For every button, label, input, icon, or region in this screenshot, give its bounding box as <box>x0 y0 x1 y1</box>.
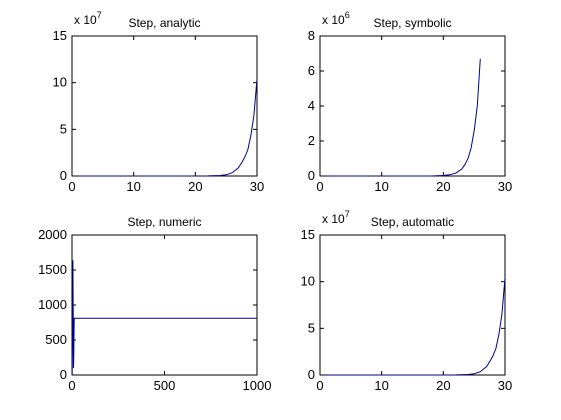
series-line <box>326 277 506 376</box>
subplot-symbolic: Step, symbolic x 106 0 10 20 30 0 2 4 6 8 <box>308 10 512 194</box>
y-tick-label: 2 <box>308 133 315 148</box>
subplot-title: Step, analytic <box>128 16 200 30</box>
y-tick-label: 500 <box>45 332 67 347</box>
y-tick-label: 0 <box>308 168 315 183</box>
y-tick-label: 6 <box>308 63 315 78</box>
subplot-analytic: Step, analytic x 107 0 10 20 30 0 5 10 15 <box>53 10 265 194</box>
x-tick-label: 20 <box>436 179 450 194</box>
x-tick-label: 10 <box>374 378 388 393</box>
x-tick-label: 10 <box>374 179 388 194</box>
x-tick-label: 0 <box>316 179 323 194</box>
subplot-numeric: Step, numeric 0 500 1000 0 500 1000 1500 2000 <box>38 215 272 393</box>
x-tick-label: 20 <box>436 378 450 393</box>
axis-multiplier-exponent: 6 <box>345 10 350 20</box>
x-tick-label: 30 <box>498 179 512 194</box>
x-tick-label: 20 <box>188 179 202 194</box>
x-tick-label: 0 <box>68 378 75 393</box>
y-tick-label: 15 <box>53 28 67 43</box>
y-tick-label: 10 <box>301 274 315 289</box>
series-line <box>78 78 258 177</box>
y-tick-label: 0 <box>60 168 67 183</box>
y-tick-label: 5 <box>60 121 67 136</box>
axis-multiplier-exponent: 7 <box>97 10 102 20</box>
y-tick-label: 5 <box>308 320 315 335</box>
y-tick-label: 10 <box>53 75 67 90</box>
series-line <box>71 260 257 376</box>
x-tick-label: 0 <box>316 378 323 393</box>
subplot-title: Step, symbolic <box>373 16 451 30</box>
x-tick-label: 30 <box>498 378 512 393</box>
subplot-automatic: Step, automatic x 107 0 10 20 30 0 5 10 15 <box>301 209 513 393</box>
y-tick-label: 1500 <box>38 262 67 277</box>
y-tick-label: 4 <box>308 98 315 113</box>
x-tick-label: 1000 <box>243 378 272 393</box>
axis-multiplier: x 106 <box>322 10 350 27</box>
y-tick-label: 15 <box>301 227 315 242</box>
x-tick-label: 30 <box>250 179 264 194</box>
axis-multiplier: x 107 <box>322 209 350 226</box>
y-tick-label: 1000 <box>38 297 67 312</box>
axis-multiplier: x 107 <box>74 10 102 27</box>
y-tick-label: 8 <box>308 28 315 43</box>
y-tick-label: 2000 <box>38 227 67 242</box>
x-tick-label: 0 <box>68 179 75 194</box>
series-line <box>326 58 481 177</box>
x-tick-label: 10 <box>126 179 140 194</box>
axis-multiplier-exponent: 7 <box>345 209 350 219</box>
subplot-title: Step, numeric <box>127 215 201 229</box>
x-tick-label: 500 <box>154 378 176 393</box>
subplot-title: Step, automatic <box>371 215 454 229</box>
y-tick-label: 0 <box>60 367 67 382</box>
y-tick-label: 0 <box>308 367 315 382</box>
